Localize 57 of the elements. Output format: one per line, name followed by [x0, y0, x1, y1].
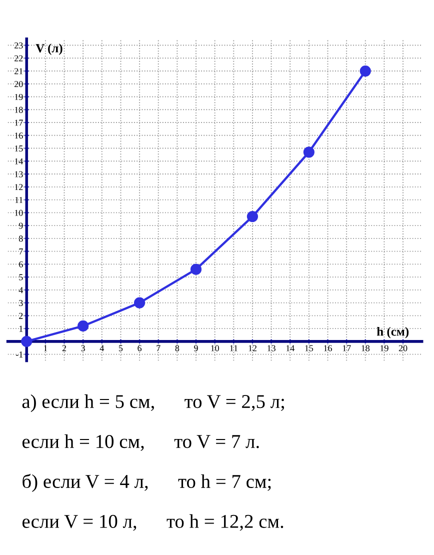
point [360, 65, 371, 77]
text: если h = 10 см, то V = 7 л. [22, 434, 259, 451]
y-tick-label: 10 [14, 210, 23, 216]
y-tick-label: 5 [19, 274, 23, 280]
x-tick-label: 12 [248, 345, 256, 352]
y-tick-label: 7 [19, 248, 23, 254]
x-tick-label: 10 [211, 345, 219, 352]
x-tick-label: 7 [156, 345, 160, 352]
y-tick-label: 17 [14, 120, 23, 126]
point [190, 264, 202, 275]
x-tick-label: 5 [119, 345, 123, 352]
y-axis-title: V (л) [36, 44, 62, 55]
x-tick-label: 1 [44, 345, 48, 352]
y-tick-label: 20 [14, 81, 23, 88]
y-tick-label: 2 [19, 312, 23, 319]
x-axis-title: h (см) [376, 326, 409, 338]
x-tick-label: 8 [175, 345, 180, 352]
y-tick-label: 3 [19, 300, 23, 306]
point [78, 320, 89, 332]
point [246, 210, 258, 222]
y-tick-label: 6 [19, 261, 23, 268]
y-tick-label: 8 [18, 236, 23, 242]
y-tick-label: 13 [14, 171, 23, 178]
x-tick-label: 6 [138, 345, 142, 352]
y-tick-label: 22 [14, 55, 23, 62]
y-tick-label: 12 [14, 184, 23, 190]
x-tick-label: 4 [100, 345, 104, 352]
text: б) если V = 4 л, то h = 7 см; [22, 474, 271, 492]
y-tick-label: 1 [19, 326, 23, 332]
y-tick-label: 4 [18, 287, 24, 294]
x-tick-label: 9 [194, 345, 198, 352]
x-tick-label: 18 [362, 345, 370, 352]
y-tick-label: 23 [14, 42, 23, 49]
x-tick-label: 17 [342, 345, 351, 352]
x-tick-label: 19 [380, 345, 388, 352]
point [21, 336, 32, 347]
y-tick-label: 16 [14, 132, 23, 139]
y-tick-label: -1 [16, 351, 23, 358]
y-tick-label: 9 [18, 222, 23, 229]
x-tick-label: 3 [81, 345, 85, 352]
y-tick-label: 21 [14, 68, 23, 74]
x-tick-label: 11 [230, 345, 238, 352]
point [303, 146, 314, 158]
x-tick-label: 14 [286, 345, 294, 352]
x-tick-label: 15 [305, 345, 314, 352]
y-tick-label: 11 [15, 196, 23, 203]
text: а) если h = 5 см, то V = 2,5 л; [22, 394, 284, 412]
x-tick-label: 16 [324, 345, 332, 352]
y-tick-label: 14 [14, 158, 24, 164]
text: если V = 10 л, то h = 12,2 см. [22, 514, 284, 531]
y-tick-label: 18 [14, 106, 23, 113]
x-tick-label: 20 [398, 345, 408, 352]
y-tick-label: 15 [14, 145, 23, 152]
y-tick-label: 19 [14, 94, 23, 100]
x-tick-label: 13 [268, 345, 276, 352]
point [134, 297, 146, 308]
x-tick-label: 2 [62, 345, 66, 352]
